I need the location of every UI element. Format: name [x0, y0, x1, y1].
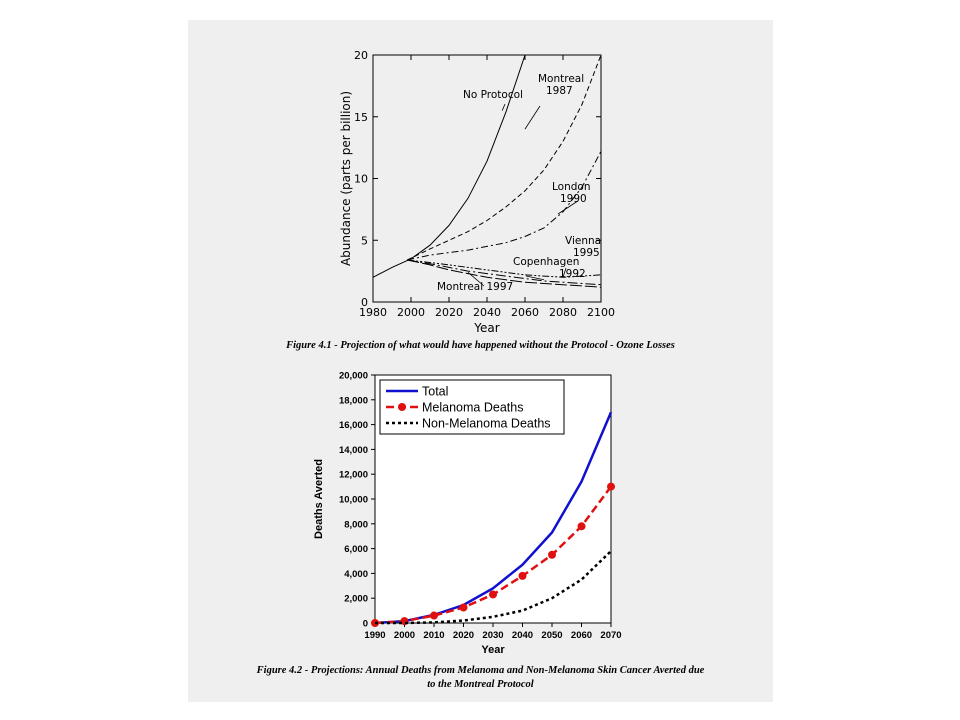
y-tick-label-10: 10 [354, 173, 368, 186]
annotation-leader-4 [525, 275, 545, 281]
annotation-leader-1 [524, 105, 541, 130]
y-tick-label-18000: 18,000 [339, 395, 368, 406]
x-axis-label: Year [473, 321, 499, 335]
x-tick-label-2100: 2100 [587, 306, 615, 319]
legend-label-0: Total [422, 385, 448, 399]
series-annotation-1-line2: 1987 [546, 85, 573, 97]
y-tick-label-5: 5 [361, 234, 368, 247]
legend-label-1: Melanoma Deaths [422, 401, 523, 415]
x-tick-label-2010: 2010 [423, 630, 444, 641]
y-tick-label-0: 0 [363, 619, 368, 630]
y-tick-label-0: 0 [361, 296, 368, 309]
y-tick-label-8000: 8,000 [344, 519, 368, 530]
y-tick-label-4000: 4,000 [344, 569, 368, 580]
series-annotation-0: No Protocol [463, 89, 523, 101]
legend-label-2: Non-Melanoma Deaths [422, 417, 551, 431]
y-tick-label-10000: 10,000 [339, 495, 368, 506]
legend-marker-1 [398, 403, 406, 411]
x-tick-label-1980: 1980 [359, 306, 387, 319]
x-tick-label-2050: 2050 [541, 630, 562, 641]
x-tick-label-2060: 2060 [511, 306, 539, 319]
deaths-averted-chart: 1990 2000 2010 2020 2030 2040 2050 2060 2070 0 2,0… [313, 371, 622, 657]
y-axis-label: Abundance (parts per billion) [339, 91, 353, 266]
annotation-leader-2 [557, 200, 579, 215]
series-annotation-2-line1: London [552, 181, 591, 193]
series-annotation-1-line1: Montreal [538, 73, 584, 85]
melanoma-point-2010 [430, 611, 438, 620]
x-tick-label-2080: 2080 [549, 306, 577, 319]
melanoma-point-2020 [459, 603, 468, 612]
y-tick-label-6000: 6,000 [344, 544, 368, 555]
x-tick-label-2030: 2030 [482, 630, 503, 641]
y-tick-label-2000: 2,000 [344, 594, 368, 605]
y-tick-label-20: 20 [354, 49, 368, 62]
y-tick-label-16000: 16,000 [339, 420, 368, 431]
series-annotation-3-line1: Vienna [565, 235, 601, 247]
x-axis-label: Year [481, 644, 505, 656]
series-line-1 [406, 55, 601, 261]
ozone-chart: 1980 2000 2020 2040 2060 2080 2100 0 5 10 15 20 Year… [339, 49, 615, 335]
y-axis-label: Deaths Averted [313, 459, 325, 539]
y-tick-label-15: 15 [354, 111, 368, 124]
series-annotation-4-line1: Copenhagen [513, 256, 579, 268]
melanoma-point-2070 [607, 482, 615, 491]
x-tick-label-2020: 2020 [453, 630, 474, 641]
x-tick-label-2020: 2020 [435, 306, 463, 319]
figure-4-1-caption: Figure 4.1 - Projection of what would ha… [286, 340, 675, 351]
series-line-4 [407, 259, 601, 286]
legend: Total Melanoma Deaths Non-Melanoma Deaths [379, 379, 565, 435]
series-line-2 [407, 151, 601, 261]
annotation-leader-5 [467, 272, 485, 287]
annotation-leader-0 [501, 103, 506, 111]
figure-4-2-caption: Figure 4.2 - Projections: Annual Deaths … [188, 664, 773, 692]
figure-4-2-caption-line1: Figure 4.2 - Projections: Annual Deaths … [256, 665, 705, 676]
x-tick-label-1990: 1990 [364, 630, 385, 641]
series-annotation-4-line2: 1992 [559, 268, 586, 280]
y-tick-label-20000: 20,000 [339, 371, 368, 382]
x-tick-label-2060: 2060 [571, 630, 592, 641]
melanoma-point-2040 [518, 571, 527, 580]
series-annotation-5: Montreal 1997 [437, 281, 513, 293]
melanoma-point-2030 [489, 590, 497, 599]
x-tick-label-2040: 2040 [473, 306, 501, 319]
melanoma-point-2060 [577, 522, 586, 531]
y-tick-label-12000: 12,000 [339, 470, 368, 481]
figure-panel: 1980 2000 2020 2040 2060 2080 2100 0 5 10 15 20 Year… [188, 20, 773, 702]
x-tick-label-2070: 2070 [600, 630, 621, 641]
x-tick-label-2040: 2040 [512, 630, 533, 641]
y-tick-label-14000: 14,000 [339, 445, 368, 456]
series-annotation-2-line2: 1990 [560, 193, 587, 205]
x-tick-label-2000: 2000 [397, 306, 425, 319]
figure-4-2-caption-line2: to the Montreal Protocol [427, 679, 534, 690]
series-annotation-3-line2: 1995 [573, 247, 600, 259]
x-tick-label-2000: 2000 [394, 630, 415, 641]
series-line-3 [407, 259, 601, 278]
annotation-leader-3 [562, 267, 567, 278]
series-line-5 [407, 259, 601, 288]
melanoma-point-2050 [548, 550, 556, 559]
series-line-0 [373, 55, 526, 278]
